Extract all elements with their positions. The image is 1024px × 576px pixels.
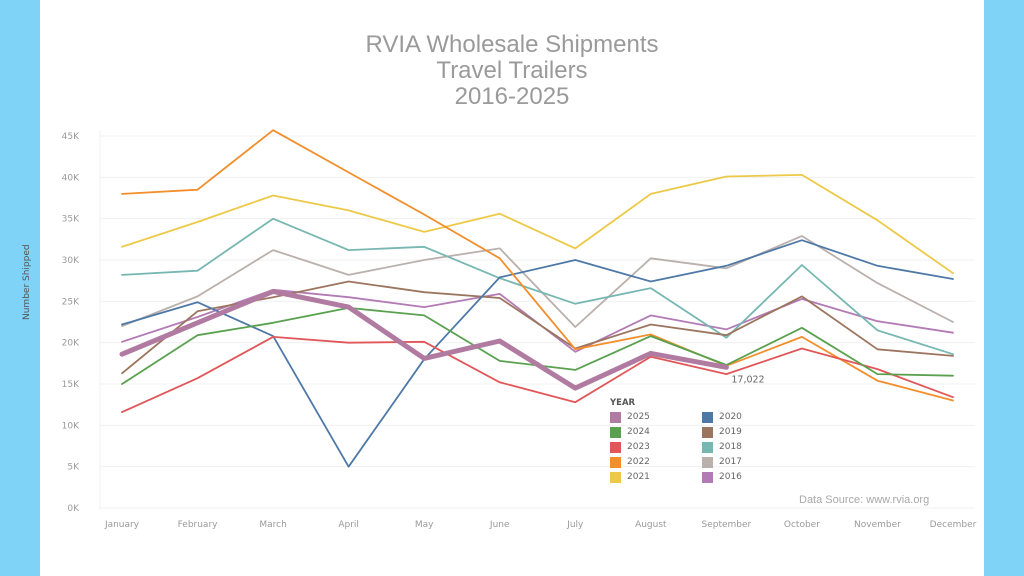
legend-label: 2021 <box>627 472 650 482</box>
legend-swatch <box>610 471 621 483</box>
x-tick-label: December <box>930 520 977 530</box>
y-tick-label: 15K <box>62 380 80 390</box>
series-line-2022 <box>121 129 954 402</box>
title-line-1: RVIA Wholesale Shipments <box>365 31 659 58</box>
y-tick-label: 5K <box>67 463 80 473</box>
x-tick-label: October <box>784 520 820 530</box>
legend-label: 2020 <box>719 412 742 422</box>
legend-title: YEAR <box>610 398 636 408</box>
legend-item-2020[interactable]: 2020 <box>702 411 782 423</box>
series-line-2024 <box>121 306 954 385</box>
x-tick-label: January <box>104 520 140 530</box>
title-line-2: Travel Trailers <box>436 57 588 84</box>
x-tick-label: May <box>415 520 434 530</box>
x-tick-label: February <box>178 520 219 530</box>
series-line-2020 <box>121 239 954 468</box>
y-tick-label: 25K <box>62 297 80 307</box>
x-tick-label: July <box>566 520 584 530</box>
series-line-2019 <box>121 280 954 375</box>
legend-item-2022[interactable]: 2022 <box>610 456 702 468</box>
legend-swatch <box>610 456 621 468</box>
y-tick-label: 0K <box>67 504 80 514</box>
x-tick-label: April <box>338 520 359 530</box>
legend-item-2017[interactable]: 2017 <box>702 456 782 468</box>
legend-label: 2022 <box>627 457 650 467</box>
legend-item-2024[interactable]: 2024 <box>610 426 702 438</box>
y-tick-label: 40K <box>62 173 80 183</box>
legend-label: 2018 <box>719 442 742 452</box>
legend-label: 2023 <box>627 442 650 452</box>
title-line-3: 2016-2025 <box>454 83 570 110</box>
legend-swatch <box>702 426 713 438</box>
legend-swatch <box>702 411 713 423</box>
data-label-2025: 17,022 <box>731 374 764 385</box>
legend-item-2019[interactable]: 2019 <box>702 426 782 438</box>
y-tick-label: 35K <box>62 215 80 225</box>
x-tick-label: March <box>259 520 286 530</box>
y-tick-label: 45K <box>62 132 80 142</box>
x-tick-label: August <box>635 520 667 530</box>
y-tick-label: 20K <box>62 339 80 349</box>
legend-swatch <box>702 456 713 468</box>
legend-label: 2019 <box>719 427 742 437</box>
series-line-2023 <box>121 335 954 414</box>
legend-swatch <box>702 471 713 483</box>
y-axis-label: Number Shipped <box>22 244 32 320</box>
y-tick-label: 30K <box>62 256 80 266</box>
legend-swatch <box>610 411 621 423</box>
data-source-note: Data Source: www.rvia.org <box>799 494 930 506</box>
legend-item-2025[interactable]: 2025 <box>610 411 702 423</box>
legend-swatch <box>610 426 621 438</box>
series-line-2018 <box>121 217 954 356</box>
legend-label: 2017 <box>719 457 742 467</box>
legend-item-2021[interactable]: 2021 <box>610 471 702 483</box>
legend-swatch <box>702 441 713 453</box>
series-line-2025 <box>119 288 729 391</box>
legend: YEAR 2025 2020 2024 2019 2023 2018 2022 2017 202… <box>610 398 782 483</box>
legend-item-2023[interactable]: 2023 <box>610 441 702 453</box>
legend-label: 2016 <box>719 472 742 482</box>
x-tick-label: November <box>854 520 901 530</box>
y-tick-label: 10K <box>62 421 80 431</box>
legend-item-2016[interactable]: 2016 <box>702 471 782 483</box>
legend-item-2018[interactable]: 2018 <box>702 441 782 453</box>
legend-label: 2024 <box>627 427 650 437</box>
chart-title: RVIA Wholesale Shipments Travel Trailers… <box>0 32 1024 110</box>
legend-grid: 2025 2020 2024 2019 2023 2018 2022 2017 2021 2016 <box>610 411 782 483</box>
legend-swatch <box>610 441 621 453</box>
series-line-2021 <box>121 173 954 275</box>
legend-label: 2025 <box>627 412 650 422</box>
x-tick-label: June <box>489 520 510 530</box>
chart-panel <box>40 0 984 576</box>
x-tick-label: September <box>701 520 751 530</box>
